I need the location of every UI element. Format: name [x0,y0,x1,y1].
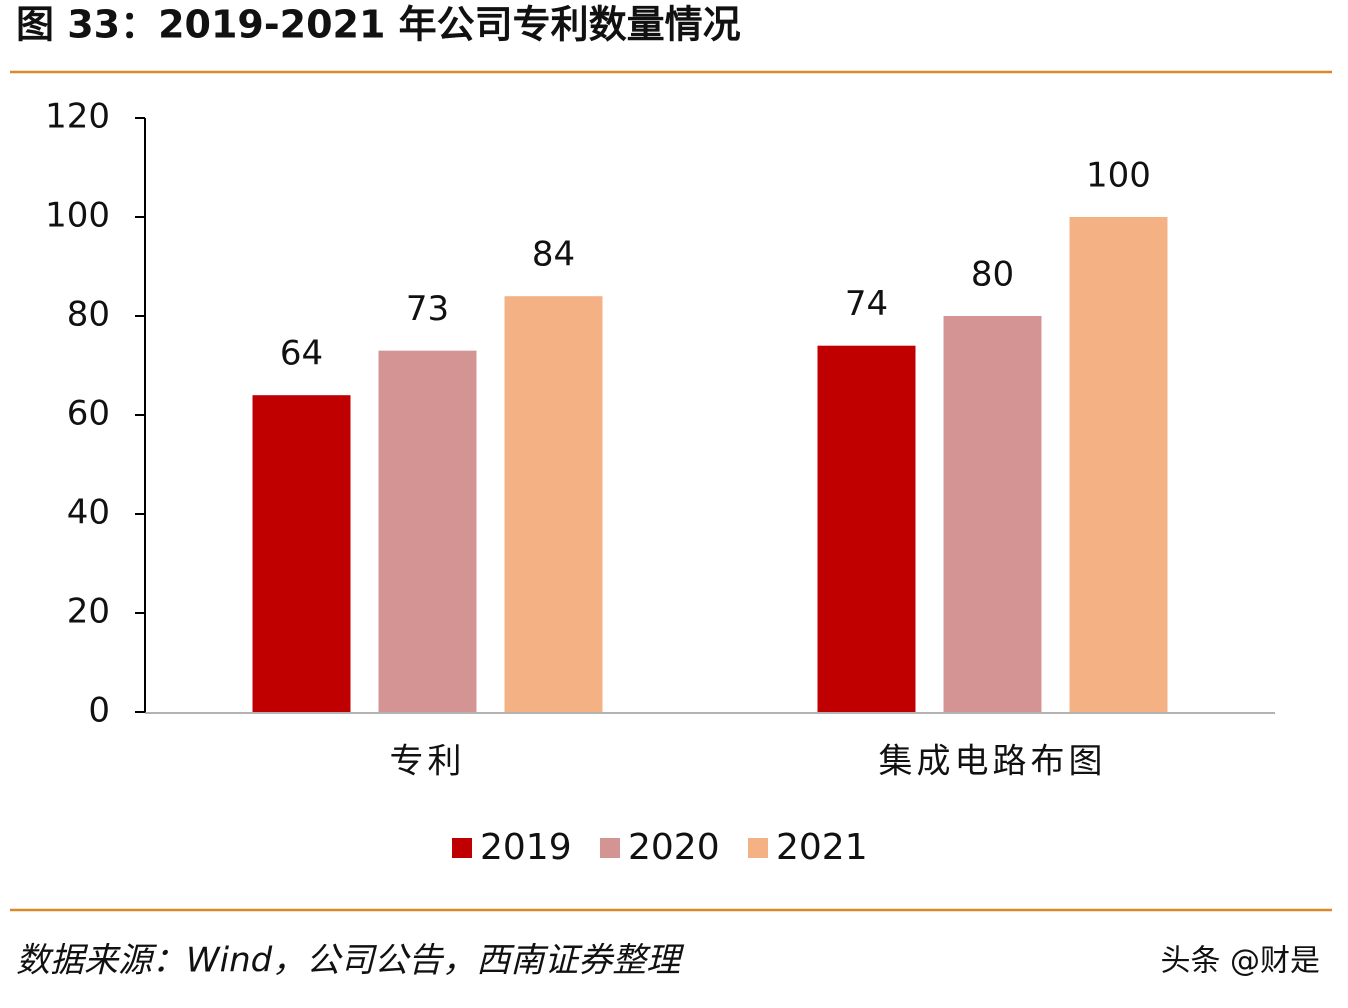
value-label: 84 [532,235,575,275]
legend-swatch [600,838,620,858]
bar [943,316,1042,712]
legend-label: 2021 [776,827,868,868]
chart-title: 图 33：2019-2021 年公司专利数量情况 [16,3,741,47]
value-label: 80 [971,255,1014,295]
value-label: 74 [845,284,888,324]
watermark: 头条 @财是 [1160,944,1320,979]
y-tick-label: 0 [88,691,110,731]
legend-label: 2020 [628,827,720,868]
y-tick-label: 60 [67,394,110,434]
legend-swatch [748,838,768,858]
bar [504,296,603,712]
bar [817,345,916,712]
source-note: 数据来源：Wind，公司公告，西南证券整理 [16,941,684,981]
y-tick-label: 40 [67,493,110,533]
y-tick-label: 20 [67,592,110,632]
value-label: 64 [280,334,323,374]
legend-label: 2019 [480,827,572,868]
bar [1069,217,1168,712]
y-tick-label: 100 [45,196,110,236]
bar [378,350,477,712]
value-label: 73 [406,289,449,329]
y-tick-label: 80 [67,295,110,335]
value-label: 100 [1086,156,1151,196]
x-tick-label: 集成电路布图 [879,742,1107,782]
legend-swatch [452,838,472,858]
bar [252,395,351,712]
y-tick-label: 120 [45,97,110,137]
x-tick-label: 专利 [390,742,466,782]
